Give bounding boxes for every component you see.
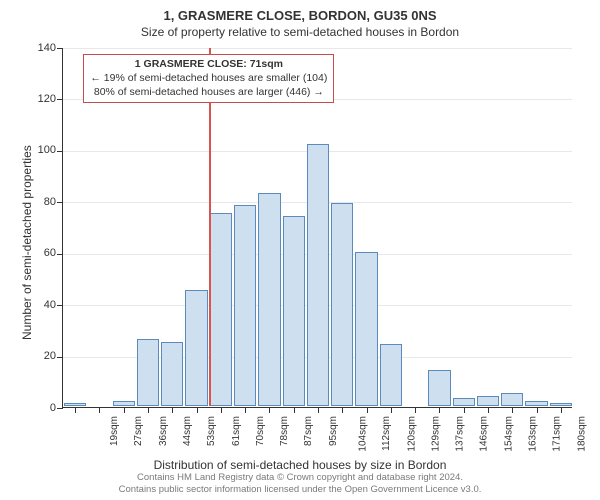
x-tick: [488, 407, 489, 413]
x-tick: [99, 407, 100, 413]
histogram-bar: [283, 216, 305, 406]
x-tick-label: 78sqm: [280, 416, 290, 446]
x-tick-label: 171sqm: [553, 416, 563, 452]
histogram-bar: [428, 370, 450, 406]
page-subtitle: Size of property relative to semi-detach…: [0, 24, 600, 39]
histogram-bar: [355, 252, 377, 406]
histogram-bar: [113, 401, 135, 406]
y-tick: [57, 305, 63, 306]
x-tick: [512, 407, 513, 413]
x-tick: [294, 407, 295, 413]
histogram-bar: [331, 203, 353, 406]
y-tick: [57, 151, 63, 152]
x-tick-label: 87sqm: [304, 416, 314, 446]
x-tick-label: 146sqm: [480, 416, 490, 452]
x-tick: [148, 407, 149, 413]
x-tick-label: 137sqm: [456, 416, 466, 452]
y-tick-label: 0: [16, 403, 56, 414]
y-tick-label: 20: [16, 351, 56, 362]
x-tick-label: 154sqm: [504, 416, 514, 452]
x-tick-label: 36sqm: [159, 416, 169, 446]
x-tick-label: 19sqm: [110, 416, 120, 446]
histogram-bar: [477, 396, 499, 406]
x-tick: [342, 407, 343, 413]
footer-line-2: Contains public sector information licen…: [0, 484, 600, 496]
y-tick: [57, 408, 63, 409]
x-tick-label: 95sqm: [329, 416, 339, 446]
x-tick: [439, 407, 440, 413]
x-tick: [391, 407, 392, 413]
x-tick-label: 180sqm: [577, 416, 587, 452]
info-box-line: 80% of semi-detached houses are larger (…: [90, 86, 327, 100]
x-tick-label: 44sqm: [183, 416, 193, 446]
plot-wrap: 02040608010012014019sqm27sqm36sqm44sqm53…: [62, 48, 572, 408]
x-tick: [367, 407, 368, 413]
x-tick: [245, 407, 246, 413]
info-box-title: 1 GRASMERE CLOSE: 71sqm: [90, 58, 327, 72]
y-tick: [57, 48, 63, 49]
footer-line-1: Contains HM Land Registry data © Crown c…: [0, 472, 600, 484]
y-tick: [57, 357, 63, 358]
y-tick: [57, 202, 63, 203]
histogram-bar: [380, 344, 402, 406]
x-tick-label: 53sqm: [207, 416, 217, 446]
histogram-bar: [137, 339, 159, 406]
x-tick-label: 61sqm: [232, 416, 242, 446]
histogram-bar: [258, 193, 280, 406]
x-tick-label: 70sqm: [256, 416, 266, 446]
x-tick-label: 27sqm: [134, 416, 144, 446]
x-tick: [269, 407, 270, 413]
histogram-bar: [210, 213, 232, 406]
x-tick-label: 104sqm: [359, 416, 369, 452]
x-tick: [172, 407, 173, 413]
histogram-bar: [550, 403, 572, 406]
footer: Contains HM Land Registry data © Crown c…: [0, 472, 600, 496]
x-tick: [464, 407, 465, 413]
x-tick: [197, 407, 198, 413]
x-tick: [318, 407, 319, 413]
y-tick: [57, 99, 63, 100]
x-tick-label: 129sqm: [431, 416, 441, 452]
grid-line: [63, 48, 572, 49]
x-tick-label: 120sqm: [407, 416, 417, 452]
x-tick: [561, 407, 562, 413]
chart-container: 1, GRASMERE CLOSE, BORDON, GU35 0NS Size…: [0, 0, 600, 500]
x-axis-title: Distribution of semi-detached houses by …: [0, 458, 600, 472]
info-box-line: ← 19% of semi-detached houses are smalle…: [90, 72, 327, 86]
histogram-bar: [525, 401, 547, 406]
histogram-bar: [185, 290, 207, 406]
y-tick-label: 140: [16, 43, 56, 54]
y-tick-label: 120: [16, 94, 56, 105]
histogram-bar: [234, 205, 256, 406]
x-tick-label: 112sqm: [382, 416, 392, 451]
histogram-bar: [307, 144, 329, 406]
info-box: 1 GRASMERE CLOSE: 71sqm← 19% of semi-det…: [83, 54, 334, 103]
x-tick: [124, 407, 125, 413]
y-tick: [57, 254, 63, 255]
plot-area: 02040608010012014019sqm27sqm36sqm44sqm53…: [62, 48, 572, 408]
x-tick: [415, 407, 416, 413]
histogram-bar: [453, 398, 475, 406]
x-tick: [537, 407, 538, 413]
histogram-bar: [501, 393, 523, 406]
histogram-bar: [64, 403, 86, 406]
y-axis-title: Number of semi-detached properties: [20, 145, 34, 340]
x-tick: [75, 407, 76, 413]
x-tick: [221, 407, 222, 413]
x-tick-label: 163sqm: [529, 416, 539, 452]
page-title: 1, GRASMERE CLOSE, BORDON, GU35 0NS: [0, 0, 600, 24]
histogram-bar: [161, 342, 183, 406]
